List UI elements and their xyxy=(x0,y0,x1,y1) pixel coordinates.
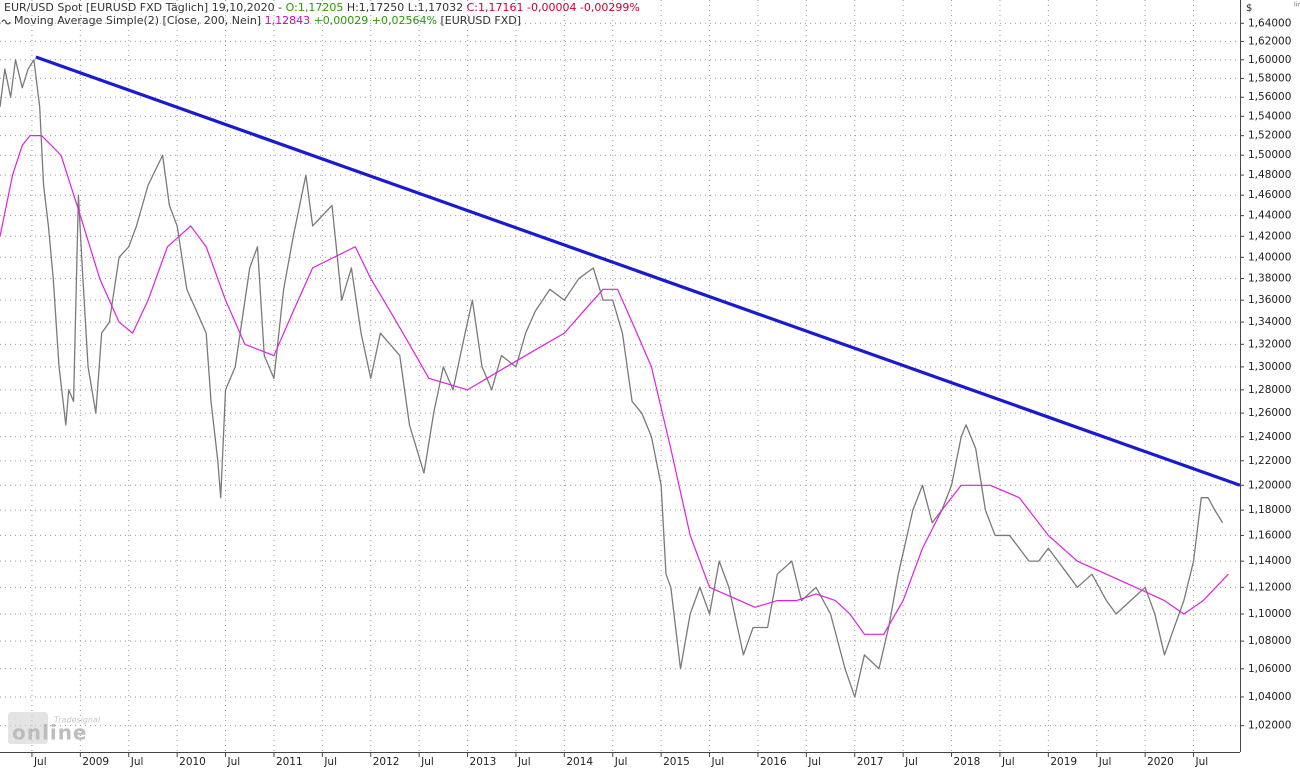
x-tick-label: 2020 xyxy=(1147,756,1174,768)
y-tick-label: 1,40000 xyxy=(1248,251,1291,263)
y-tick-label: 1,22000 xyxy=(1248,455,1291,467)
y-tick-label: 1,20000 xyxy=(1248,479,1291,491)
y-tick-label: 1,42000 xyxy=(1248,230,1291,242)
y-tick-label: 1,44000 xyxy=(1248,210,1291,222)
x-tick-label: 2014 xyxy=(566,756,593,768)
y-tick-label: 1,18000 xyxy=(1248,504,1291,516)
logo-name: online xyxy=(12,721,88,745)
x-tick-label: 2015 xyxy=(663,756,690,768)
y-tick-label: 1,08000 xyxy=(1248,635,1291,647)
x-tick-label: Jul xyxy=(614,756,628,768)
header-line-1: EUR/USD Spot [EURUSD FXD Täglich] 19,10,… xyxy=(4,1,640,14)
x-tick-label: Jul xyxy=(323,756,337,768)
x-tick-label: Jul xyxy=(1195,756,1209,768)
y-tick-label: 1,10000 xyxy=(1248,608,1291,620)
header-segment: O:1,17205 xyxy=(286,1,344,14)
plot xyxy=(0,55,1241,698)
y-tick-label: 1,26000 xyxy=(1248,407,1291,419)
y-unit: $ xyxy=(1246,3,1252,14)
series-line xyxy=(0,59,1224,698)
y-tick-label: 1,60000 xyxy=(1248,54,1291,66)
x-tick-label: 2013 xyxy=(470,756,497,768)
header-segment: H:1,17250 L:1,17032 xyxy=(343,1,466,14)
y-tick-label: 1,54000 xyxy=(1248,110,1291,122)
y-tick-label: 1,56000 xyxy=(1248,91,1291,103)
logo-box xyxy=(8,712,48,744)
x-tick-label: Jul xyxy=(517,756,531,768)
y-tick-label: 1,24000 xyxy=(1248,431,1291,443)
x-tick-label: 2018 xyxy=(954,756,981,768)
x-tick-label: 2011 xyxy=(276,756,303,768)
x-tick-label: Jul xyxy=(227,756,241,768)
x-tick-label: Jul xyxy=(904,756,918,768)
scale-label: lin xyxy=(1294,2,1300,9)
header-segment: C:1,17161 -0,00004 -0,00299% xyxy=(467,1,640,14)
x-tick-label: 2009 xyxy=(82,756,109,768)
x-tick-label: Jul xyxy=(130,756,144,768)
y-tick-label: 1,58000 xyxy=(1248,72,1291,84)
y-tick-label: 1,50000 xyxy=(1248,149,1291,161)
x-tick-label: Jul xyxy=(807,756,821,768)
y-tick-label: 1,30000 xyxy=(1248,361,1291,373)
header-line-2: Moving Average Simple(2) [Close, 200, Ne… xyxy=(14,14,521,27)
x-tick-label: 2010 xyxy=(179,756,206,768)
x-tick-label: Jul xyxy=(1098,756,1112,768)
y-tick-label: 1,48000 xyxy=(1248,169,1291,181)
series-line xyxy=(0,135,1229,635)
grid xyxy=(0,0,1240,752)
x-tick-label: Jul xyxy=(33,756,47,768)
logo-brand: Tradesignal xyxy=(54,716,101,725)
x-tick-label: Jul xyxy=(420,756,434,768)
y-tick-label: 1,34000 xyxy=(1248,316,1291,328)
header-segment: Moving Average Simple(2) [Close, 200, Ne… xyxy=(14,14,265,27)
ma-icon xyxy=(1,19,11,25)
x-tick-label: 2017 xyxy=(857,756,884,768)
y-tick-label: 1,46000 xyxy=(1248,189,1291,201)
x-tick-label: Jul xyxy=(711,756,725,768)
y-tick-label: 1,52000 xyxy=(1248,130,1291,142)
y-tick-label: 1,38000 xyxy=(1248,273,1291,285)
series-line xyxy=(35,55,1241,487)
x-tick-label: Jul xyxy=(1001,756,1015,768)
y-tick-label: 1,64000 xyxy=(1248,17,1291,29)
y-tick-label: 1,36000 xyxy=(1248,294,1291,306)
y-tick-label: 1,32000 xyxy=(1248,338,1291,350)
y-tick-label: 1,04000 xyxy=(1248,691,1291,703)
header-segment: [EURUSD FXD] xyxy=(437,14,521,27)
y-tick-label: 1,06000 xyxy=(1248,663,1291,675)
x-tick-label: 2019 xyxy=(1050,756,1077,768)
header-segment: 1,12843 xyxy=(265,14,311,27)
logo: Tradesignal online xyxy=(8,712,101,745)
y-tick-label: 1,14000 xyxy=(1248,555,1291,567)
axes: 1,02000 1,04000 1,06000 1,08000 1,10000 1,120… xyxy=(31,17,1291,768)
y-tick-label: 1,02000 xyxy=(1248,720,1291,732)
x-tick-label: 2012 xyxy=(373,756,400,768)
y-tick-label: 1,16000 xyxy=(1248,529,1291,541)
header-segment: +0,00029 +0,02564% xyxy=(310,14,437,27)
y-tick-label: 1,28000 xyxy=(1248,384,1291,396)
x-tick-label: 2016 xyxy=(760,756,787,768)
y-tick-label: 1,12000 xyxy=(1248,581,1291,593)
header-segment: EUR/USD Spot [EURUSD FXD Täglich] 19,10,… xyxy=(4,1,286,14)
y-tick-label: 1,62000 xyxy=(1248,35,1291,47)
